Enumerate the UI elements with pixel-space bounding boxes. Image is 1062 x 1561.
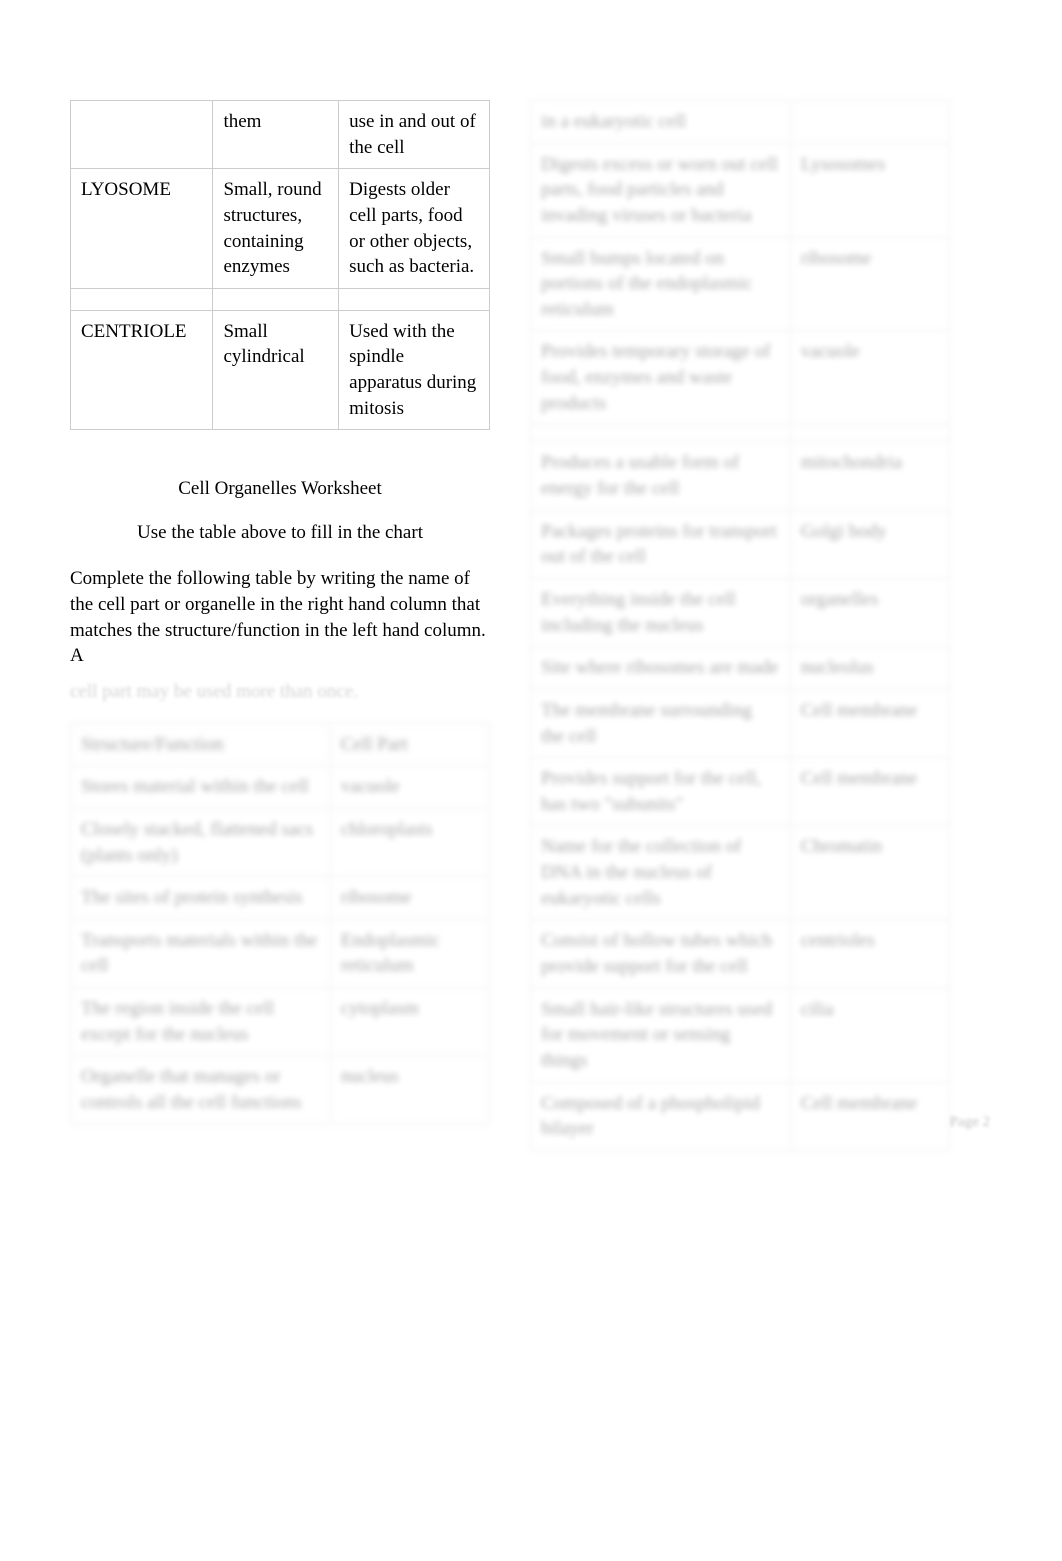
answer-row: Organelle that manages or controls all t… <box>71 1056 490 1124</box>
cell-part-cell: ribosome <box>330 877 489 920</box>
col-structure-function: Structure/Function <box>71 723 331 766</box>
answer-table-right: in a eukaryotic cellDigests excess or wo… <box>530 100 950 1151</box>
answer-row: The membrane surrounding the cellCell me… <box>531 689 950 757</box>
answer-row: Site where ribosomes are madenucleolus <box>531 647 950 690</box>
cell-part-cell: nucleolus <box>790 647 949 690</box>
cell-structure: Small cylindrical <box>213 310 339 430</box>
answer-table-left: Structure/Function Cell Part Stores mate… <box>70 723 490 1125</box>
structure-function-cell: The region inside the cell except for th… <box>71 988 331 1056</box>
table-row-centriole: CENTRIOLE Small cylindrical Used with th… <box>71 310 490 430</box>
structure-function-cell <box>531 425 791 442</box>
structure-function-cell: in a eukaryotic cell <box>531 101 791 144</box>
cell-name: LYOSOME <box>71 169 213 289</box>
cell-part-cell: centrioles <box>790 920 949 988</box>
answer-row: Packages proteins for transport out of t… <box>531 510 950 578</box>
table-row-lysosome: LYOSOME Small, round structures, contain… <box>71 169 490 289</box>
cell-part-cell <box>790 101 949 144</box>
structure-function-cell: Everything inside the cell including the… <box>531 578 791 646</box>
col-cell-part: Cell Part <box>330 723 489 766</box>
cell-name: CENTRIOLE <box>71 310 213 430</box>
table-row-partial: them use in and out of the cell <box>71 101 490 169</box>
cell-part-cell: chloroplasts <box>330 808 489 876</box>
structure-function-cell: Stores material within the cell <box>71 766 331 809</box>
worksheet-title: Cell Organelles Worksheet <box>70 478 490 500</box>
answer-row: Everything inside the cell including the… <box>531 578 950 646</box>
answer-row: Consist of hollow tubes which provide su… <box>531 920 950 988</box>
cell-function: Digests older cell parts, food or other … <box>339 169 490 289</box>
structure-function-cell: Composed of a phospholipid bilayer <box>531 1082 791 1150</box>
answer-row: Closely stacked, flattened sacs (plants … <box>71 808 490 876</box>
structure-function-cell: The membrane surrounding the cell <box>531 689 791 757</box>
structure-function-cell: Packages proteins for transport out of t… <box>531 510 791 578</box>
cell-part-cell: Lysosomes <box>790 143 949 237</box>
cell-function: Used with the spindle apparatus during m… <box>339 310 490 430</box>
answer-row: Name for the collection of DNA in the nu… <box>531 826 950 920</box>
cell-part-cell: Golgi body <box>790 510 949 578</box>
answer-row: The region inside the cell except for th… <box>71 988 490 1056</box>
cell-part-cell: Cell membrane <box>790 758 949 826</box>
structure-function-cell: Consist of hollow tubes which provide su… <box>531 920 791 988</box>
page-container: them use in and out of the cell LYOSOME … <box>0 0 1062 1191</box>
structure-function-cell: Closely stacked, flattened sacs (plants … <box>71 808 331 876</box>
structure-function-cell: Provides temporary storage of food, enzy… <box>531 331 791 425</box>
structure-function-cell: Provides support for the cell, has two "… <box>531 758 791 826</box>
worksheet-instructions-faded: cell part may be used more than once. <box>70 679 490 705</box>
structure-function-cell: The sites of protein synthesis <box>71 877 331 920</box>
table-spacer <box>71 288 490 310</box>
cell-part-cell: mitochondria <box>790 442 949 510</box>
page-number: Page 2 <box>950 1114 990 1131</box>
structure-function-cell: Small bumps located on portions of the e… <box>531 237 791 331</box>
cell-part-cell: nucleus <box>330 1056 489 1124</box>
answer-table-right-blurred: in a eukaryotic cellDigests excess or wo… <box>530 100 950 1151</box>
structure-function-cell: Transports materials within the cell <box>71 919 331 987</box>
answer-row: Small bumps located on portions of the e… <box>531 237 950 331</box>
cell-structure: Small, round structures, containing enzy… <box>213 169 339 289</box>
answer-row: Provides temporary storage of food, enzy… <box>531 331 950 425</box>
answer-row: Small hair-like structures used for move… <box>531 988 950 1082</box>
cell-part-cell: Cell membrane <box>790 1082 949 1150</box>
cell-part-cell: cilia <box>790 988 949 1082</box>
cell-part-cell: Endoplasmic reticulum <box>330 919 489 987</box>
structure-function-cell: Site where ribosomes are made <box>531 647 791 690</box>
right-column: in a eukaryotic cellDigests excess or wo… <box>530 100 950 1151</box>
worksheet-instructions: Complete the following table by writing … <box>70 566 490 669</box>
structure-function-cell: Organelle that manages or controls all t… <box>71 1056 331 1124</box>
answer-row: Produces a usable form of energy for the… <box>531 442 950 510</box>
worksheet-subtitle: Use the table above to fill in the chart <box>70 522 490 544</box>
answer-row: Provides support for the cell, has two "… <box>531 758 950 826</box>
structure-function-cell: Small hair-like structures used for move… <box>531 988 791 1082</box>
cell-part-cell: vacuole <box>790 331 949 425</box>
organelle-definition-table: them use in and out of the cell LYOSOME … <box>70 100 490 430</box>
answer-row: Transports materials within the cellEndo… <box>71 919 490 987</box>
structure-function-cell: Name for the collection of DNA in the nu… <box>531 826 791 920</box>
answer-row: The sites of protein synthesisribosome <box>71 877 490 920</box>
structure-function-cell: Produces a usable form of energy for the… <box>531 442 791 510</box>
table-header-row: Structure/Function Cell Part <box>71 723 490 766</box>
cell-part-cell: ribosome <box>790 237 949 331</box>
cell-part-cell: cytoplasm <box>330 988 489 1056</box>
cell-part-cell: Chromatin <box>790 826 949 920</box>
answer-row: Composed of a phospholipid bilayerCell m… <box>531 1082 950 1150</box>
cell-part-cell <box>790 425 949 442</box>
left-column: them use in and out of the cell LYOSOME … <box>70 100 490 1151</box>
answer-row <box>531 425 950 442</box>
answer-row: Digests excess or worn out cell parts, f… <box>531 143 950 237</box>
cell-part-cell: organelles <box>790 578 949 646</box>
answer-table-left-blurred: Structure/Function Cell Part Stores mate… <box>70 723 490 1125</box>
cell-part-cell: Cell membrane <box>790 689 949 757</box>
structure-function-cell: Digests excess or worn out cell parts, f… <box>531 143 791 237</box>
answer-row: in a eukaryotic cell <box>531 101 950 144</box>
cell-name <box>71 101 213 169</box>
cell-structure: them <box>213 101 339 169</box>
answer-row: Stores material within the cellvacuole <box>71 766 490 809</box>
cell-function: use in and out of the cell <box>339 101 490 169</box>
cell-part-cell: vacuole <box>330 766 489 809</box>
